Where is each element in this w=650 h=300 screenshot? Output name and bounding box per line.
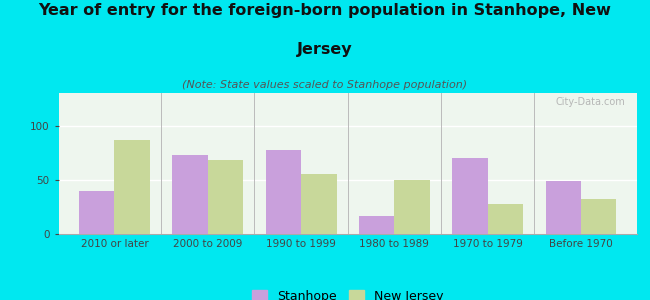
Bar — [581, 199, 616, 234]
Text: Jersey: Jersey — [297, 42, 353, 57]
Bar — [301, 174, 337, 234]
Text: (Note: State values scaled to Stanhope population): (Note: State values scaled to Stanhope p… — [183, 80, 467, 89]
Text: Year of entry for the foreign-born population in Stanhope, New: Year of entry for the foreign-born popul… — [38, 3, 612, 18]
Text: City-Data.com: City-Data.com — [556, 97, 625, 107]
Bar — [266, 151, 301, 234]
Bar — [114, 140, 150, 234]
Bar — [208, 160, 243, 234]
Bar — [395, 180, 430, 234]
Legend: Stanhope, New Jersey: Stanhope, New Jersey — [247, 285, 448, 300]
Bar — [488, 204, 523, 234]
Bar — [172, 155, 208, 234]
Bar — [79, 190, 114, 234]
Bar — [359, 216, 395, 234]
Bar — [545, 181, 581, 234]
Bar — [452, 158, 488, 234]
